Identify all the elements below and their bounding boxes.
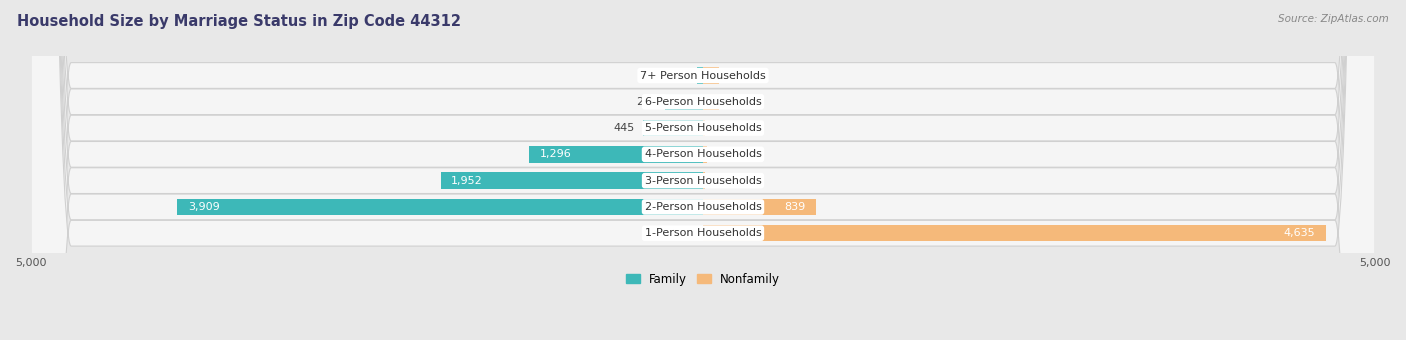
- Bar: [440, 172, 703, 189]
- Text: 445: 445: [614, 123, 636, 133]
- Text: 3-Person Households: 3-Person Households: [644, 176, 762, 186]
- Bar: [703, 94, 718, 110]
- Bar: [529, 146, 703, 163]
- Text: 45: 45: [675, 70, 689, 81]
- Text: 7+ Person Households: 7+ Person Households: [640, 70, 766, 81]
- FancyBboxPatch shape: [31, 0, 1375, 340]
- Text: 18: 18: [713, 123, 728, 133]
- FancyBboxPatch shape: [31, 0, 1375, 340]
- Text: 3,909: 3,909: [188, 202, 219, 212]
- Text: 18: 18: [713, 176, 728, 186]
- Bar: [703, 67, 718, 84]
- Text: 29: 29: [716, 149, 730, 159]
- Text: 4-Person Households: 4-Person Households: [644, 149, 762, 159]
- Text: 839: 839: [783, 202, 806, 212]
- FancyBboxPatch shape: [31, 0, 1375, 340]
- Text: 2-Person Households: 2-Person Households: [644, 202, 762, 212]
- Bar: [177, 199, 703, 215]
- Bar: [703, 172, 706, 189]
- Bar: [643, 120, 703, 136]
- Bar: [697, 67, 703, 84]
- Bar: [665, 94, 703, 110]
- Bar: [703, 225, 1326, 241]
- FancyBboxPatch shape: [31, 0, 1375, 340]
- Text: Household Size by Marriage Status in Zip Code 44312: Household Size by Marriage Status in Zip…: [17, 14, 461, 29]
- Text: 6-Person Households: 6-Person Households: [644, 97, 762, 107]
- Bar: [703, 199, 815, 215]
- Legend: Family, Nonfamily: Family, Nonfamily: [621, 268, 785, 290]
- FancyBboxPatch shape: [31, 0, 1375, 340]
- Text: 279: 279: [636, 97, 658, 107]
- Bar: [703, 146, 707, 163]
- Text: Source: ZipAtlas.com: Source: ZipAtlas.com: [1278, 14, 1389, 23]
- Bar: [703, 120, 706, 136]
- Text: 1-Person Households: 1-Person Households: [644, 228, 762, 238]
- Text: 1,296: 1,296: [540, 149, 571, 159]
- FancyBboxPatch shape: [31, 0, 1375, 340]
- Text: 5-Person Households: 5-Person Households: [644, 123, 762, 133]
- Text: 1,952: 1,952: [451, 176, 484, 186]
- Text: 4,635: 4,635: [1284, 228, 1316, 238]
- FancyBboxPatch shape: [31, 0, 1375, 340]
- Text: 0: 0: [727, 97, 734, 107]
- Text: 0: 0: [727, 70, 734, 81]
